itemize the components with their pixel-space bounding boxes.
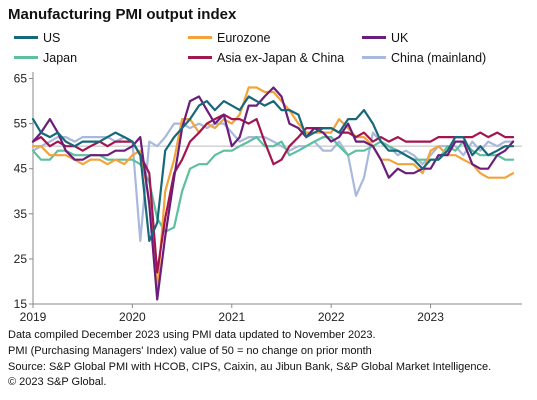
footnote-data-compiled: Data compiled December 2023 using PMI da…: [8, 329, 376, 341]
series-line-eurozone: [31, 86, 515, 292]
legend-swatch-us: [14, 36, 38, 40]
x-tick-label-2020: 2020: [119, 310, 146, 324]
footnote-source: Source: S&P Global PMI with HCOB, CIPS, …: [8, 360, 492, 373]
series-line-china-mainland: [31, 122, 515, 242]
legend-item-asia: Asia ex-Japan & China: [188, 51, 344, 65]
legend-label-eurozone: Eurozone: [217, 31, 271, 45]
footnotes: Data compiled December 2023 using PMI da…: [8, 328, 491, 391]
legend-swatch-eurozone: [188, 36, 212, 40]
legend-item-us: US: [14, 31, 60, 45]
legend-label-asia: Asia ex-Japan & China: [217, 51, 345, 65]
legend-item-japan: Japan: [14, 51, 77, 65]
x-tick-label-2021: 2021: [218, 310, 245, 324]
legend-label-china: China (mainland): [391, 51, 487, 65]
series-line-uk: [31, 86, 515, 301]
series-line-asia-ex-japan-china: [31, 113, 515, 274]
chart-title: Manufacturing PMI output index: [8, 6, 237, 23]
series-line-us: [31, 95, 515, 242]
legend-swatch-japan: [14, 56, 38, 60]
legend-label-uk: UK: [391, 31, 409, 45]
x-tick-label-2022: 2022: [318, 310, 345, 324]
legend-item-eurozone: Eurozone: [188, 31, 271, 45]
x-tick-label-2023: 2023: [417, 310, 444, 324]
legend-swatch-china: [362, 56, 386, 60]
legend-item-china: China (mainland): [362, 51, 486, 65]
footnote-pmi-definition: PMI (Purchasing Managers' Index) value o…: [8, 344, 372, 357]
y-tick-label-25: 25: [14, 252, 28, 266]
legend-label-japan: Japan: [43, 51, 78, 65]
y-tick-label-15: 15: [14, 297, 28, 311]
x-tick-label-2019: 2019: [20, 310, 47, 324]
series-line-japan: [31, 136, 515, 233]
legend-label-us: US: [43, 31, 61, 45]
y-tick-label-45: 45: [14, 162, 28, 176]
y-tick-label-35: 35: [14, 207, 28, 221]
legend-swatch-uk: [362, 36, 386, 40]
y-tick-label-55: 55: [14, 117, 28, 131]
legend-swatch-asia: [188, 56, 212, 60]
footnote-copyright: © 2023 S&P Global.: [8, 376, 107, 389]
legend-item-uk: UK: [362, 31, 408, 45]
y-tick-label-65: 65: [14, 72, 28, 86]
